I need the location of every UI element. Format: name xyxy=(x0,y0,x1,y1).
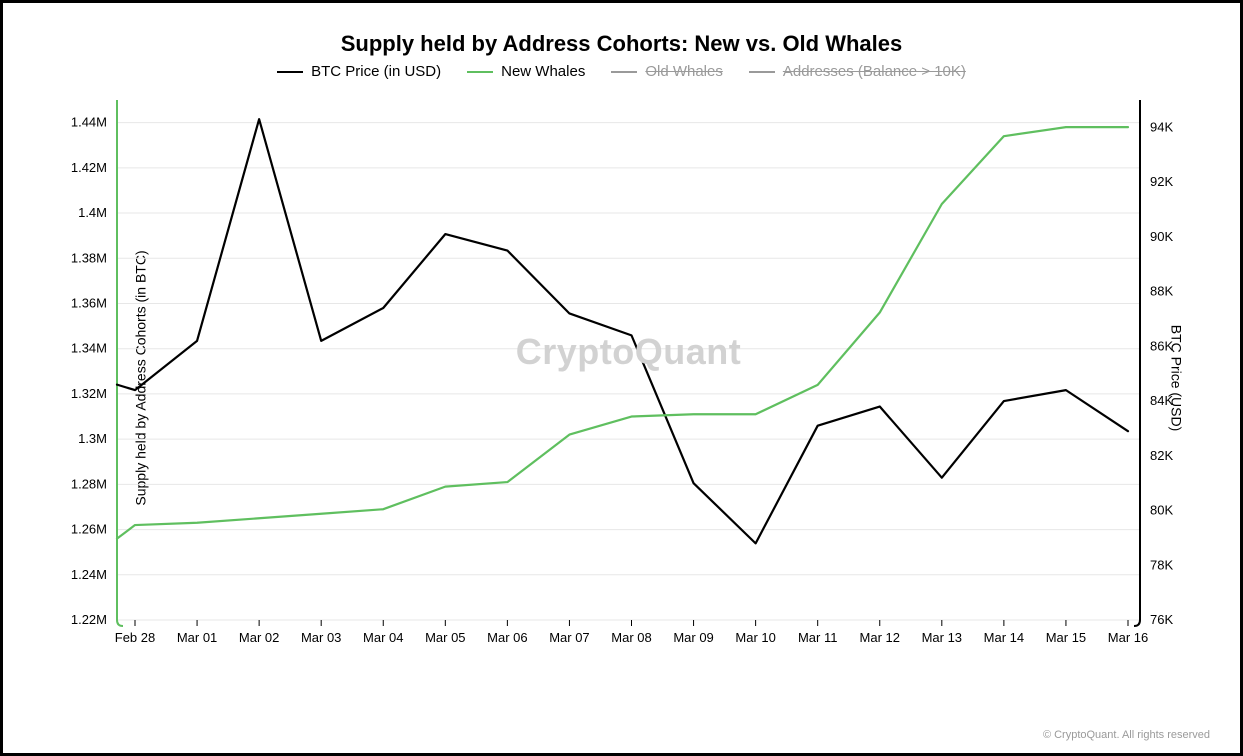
legend-item[interactable]: Old Whales xyxy=(611,63,723,80)
svg-text:1.38M: 1.38M xyxy=(71,250,107,265)
legend-swatch xyxy=(277,71,303,73)
svg-text:Mar 13: Mar 13 xyxy=(922,630,962,645)
svg-text:Mar 14: Mar 14 xyxy=(984,630,1024,645)
svg-text:1.28M: 1.28M xyxy=(71,476,107,491)
legend: BTC Price (in USD) New Whales Old Whales Ad… xyxy=(27,63,1216,80)
svg-text:Mar 01: Mar 01 xyxy=(177,630,217,645)
svg-text:1.26M: 1.26M xyxy=(71,522,107,537)
svg-text:86K: 86K xyxy=(1150,338,1173,353)
svg-text:Mar 12: Mar 12 xyxy=(860,630,900,645)
svg-text:Feb 28: Feb 28 xyxy=(115,630,155,645)
svg-text:1.4M: 1.4M xyxy=(78,205,107,220)
legend-item[interactable]: BTC Price (in USD) xyxy=(277,63,441,80)
copyright-text: © CryptoQuant. All rights reserved xyxy=(1043,729,1210,741)
svg-text:Mar 16: Mar 16 xyxy=(1108,630,1148,645)
svg-text:82K: 82K xyxy=(1150,448,1173,463)
chart-container: Supply held by Address Cohorts: New vs. … xyxy=(0,0,1243,756)
svg-text:1.44M: 1.44M xyxy=(71,115,107,130)
svg-text:Mar 09: Mar 09 xyxy=(673,630,713,645)
svg-text:Mar 10: Mar 10 xyxy=(735,630,775,645)
svg-text:Mar 07: Mar 07 xyxy=(549,630,589,645)
chart-title: Supply held by Address Cohorts: New vs. … xyxy=(27,31,1216,57)
svg-text:Mar 11: Mar 11 xyxy=(798,630,838,645)
svg-text:92K: 92K xyxy=(1150,174,1173,189)
svg-text:88K: 88K xyxy=(1150,284,1173,299)
svg-text:78K: 78K xyxy=(1150,557,1173,572)
svg-text:84K: 84K xyxy=(1150,393,1173,408)
svg-text:Mar 02: Mar 02 xyxy=(239,630,279,645)
svg-text:90K: 90K xyxy=(1150,229,1173,244)
legend-label: BTC Price (in USD) xyxy=(311,63,441,80)
svg-text:1.32M: 1.32M xyxy=(71,386,107,401)
legend-swatch xyxy=(611,71,637,73)
svg-text:1.34M: 1.34M xyxy=(71,341,107,356)
legend-swatch xyxy=(749,71,775,73)
svg-text:1.24M: 1.24M xyxy=(71,567,107,582)
svg-text:Mar 08: Mar 08 xyxy=(611,630,651,645)
legend-label: Addresses (Balance > 10K) xyxy=(783,63,966,80)
legend-item[interactable]: New Whales xyxy=(467,63,585,80)
plot-area: CryptoQuant 1.22M1.24M1.26M1.28M1.3M1.32… xyxy=(111,94,1146,654)
svg-text:Mar 03: Mar 03 xyxy=(301,630,341,645)
svg-text:Mar 04: Mar 04 xyxy=(363,630,403,645)
svg-text:76K: 76K xyxy=(1150,612,1173,627)
legend-swatch xyxy=(467,71,493,73)
legend-label: New Whales xyxy=(501,63,585,80)
chart-svg: 1.22M1.24M1.26M1.28M1.3M1.32M1.34M1.36M1… xyxy=(111,94,1146,654)
svg-text:Mar 06: Mar 06 xyxy=(487,630,527,645)
legend-item[interactable]: Addresses (Balance > 10K) xyxy=(749,63,966,80)
svg-text:80K: 80K xyxy=(1150,503,1173,518)
svg-text:Mar 05: Mar 05 xyxy=(425,630,465,645)
svg-text:1.42M: 1.42M xyxy=(71,160,107,175)
legend-label: Old Whales xyxy=(645,63,723,80)
svg-text:1.36M: 1.36M xyxy=(71,295,107,310)
svg-text:1.3M: 1.3M xyxy=(78,431,107,446)
svg-text:Mar 15: Mar 15 xyxy=(1046,630,1086,645)
svg-text:1.22M: 1.22M xyxy=(71,612,107,627)
svg-text:94K: 94K xyxy=(1150,119,1173,134)
